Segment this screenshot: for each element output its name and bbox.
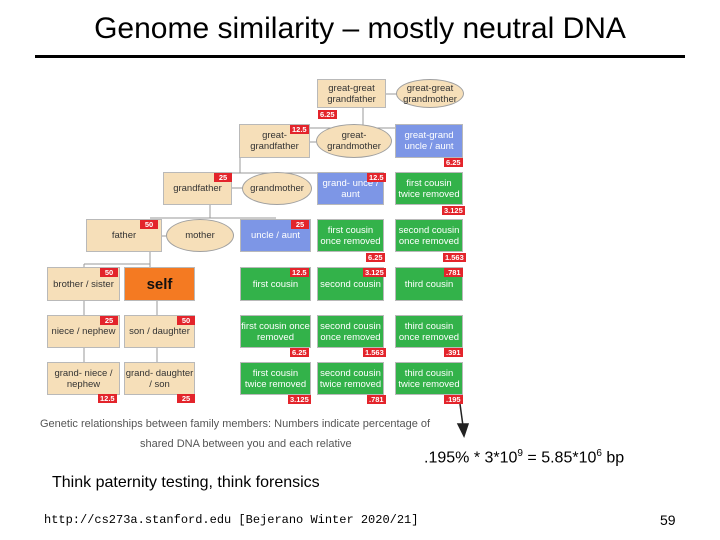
share-badge: 6.25	[444, 158, 463, 167]
node-first-cousin-twice-removed-down: first cousin twice removed	[240, 362, 311, 395]
node-first-cousin-once-removed: first cousin once removed	[317, 219, 384, 252]
caption-line: shared DNA between you and each relative	[140, 438, 352, 450]
node-first-cousin-twice-removed: first cousin twice removed	[395, 172, 463, 205]
share-badge: 25	[177, 394, 195, 403]
node-second-cousin-once-removed-down: second cousin once removed	[317, 315, 384, 348]
slide-title: Genome similarity – mostly neutral DNA	[94, 12, 626, 45]
share-badge: 50	[177, 316, 195, 325]
share-badge: 12.5	[98, 394, 117, 403]
node-first-cousin-once-removed-down: first cousin once removed	[240, 315, 311, 348]
forensics-note: Think paternity testing, think forensics	[52, 474, 320, 491]
share-badge: 25	[291, 220, 309, 229]
node-grand-niece-nephew: grand- niece / nephew	[47, 362, 120, 395]
share-badge: 50	[140, 220, 158, 229]
node-second-cousin-once-removed: second cousin once removed	[395, 219, 463, 252]
share-badge: 1.563	[363, 348, 386, 357]
share-badge: .391	[444, 348, 463, 357]
share-badge: 12.5	[367, 173, 386, 182]
node-third-cousin-twice-removed: third cousin twice removed	[395, 362, 463, 395]
node-great-grand-uncle-aunt: great-grand uncle / aunt	[395, 124, 463, 158]
share-badge: 6.25	[290, 348, 309, 357]
share-badge: .781	[444, 268, 463, 277]
node-great-great-grandfather: great-great grandfather	[317, 79, 386, 108]
share-badge: 12.5	[290, 125, 309, 134]
footer-url: http://cs273a.stanford.edu [Bejerano Win…	[44, 513, 419, 527]
share-badge: 3.125	[288, 395, 311, 404]
share-badge: .195	[444, 395, 463, 404]
title-underline	[35, 55, 685, 58]
share-badge: 6.25	[366, 253, 385, 262]
page-number: 59	[660, 512, 676, 528]
share-badge: 3.125	[363, 268, 386, 277]
node-grand-daughter-son: grand- daughter / son	[124, 362, 195, 395]
share-badge: 25	[100, 316, 118, 325]
node-self: self	[124, 267, 195, 301]
share-badge: 6.25	[318, 110, 337, 119]
share-badge: 1.563	[443, 253, 466, 262]
node-second-cousin-twice-removed: second cousin twice removed	[317, 362, 384, 395]
share-badge: 25	[214, 173, 232, 182]
node-mother: mother	[166, 219, 234, 252]
caption-line: Genetic relationships between family mem…	[40, 418, 431, 430]
node-grandmother: grandmother	[242, 172, 312, 205]
share-badge: 3.125	[442, 206, 465, 215]
node-son-daughter: son / daughter	[124, 315, 195, 348]
diagram-caption: Genetic relationships between family mem…	[40, 414, 480, 454]
share-badge: .781	[367, 395, 386, 404]
node-great-great-grandmother: great-great grandmother	[396, 79, 464, 108]
share-badge: 50	[100, 268, 118, 277]
genome-share-formula: .195% * 3*109 = 5.85*106 bp	[424, 448, 625, 467]
node-great-grandmother: great- grandmother	[316, 124, 392, 158]
node-third-cousin-once-removed: third cousin once removed	[395, 315, 463, 348]
share-badge: 12.5	[290, 268, 309, 277]
